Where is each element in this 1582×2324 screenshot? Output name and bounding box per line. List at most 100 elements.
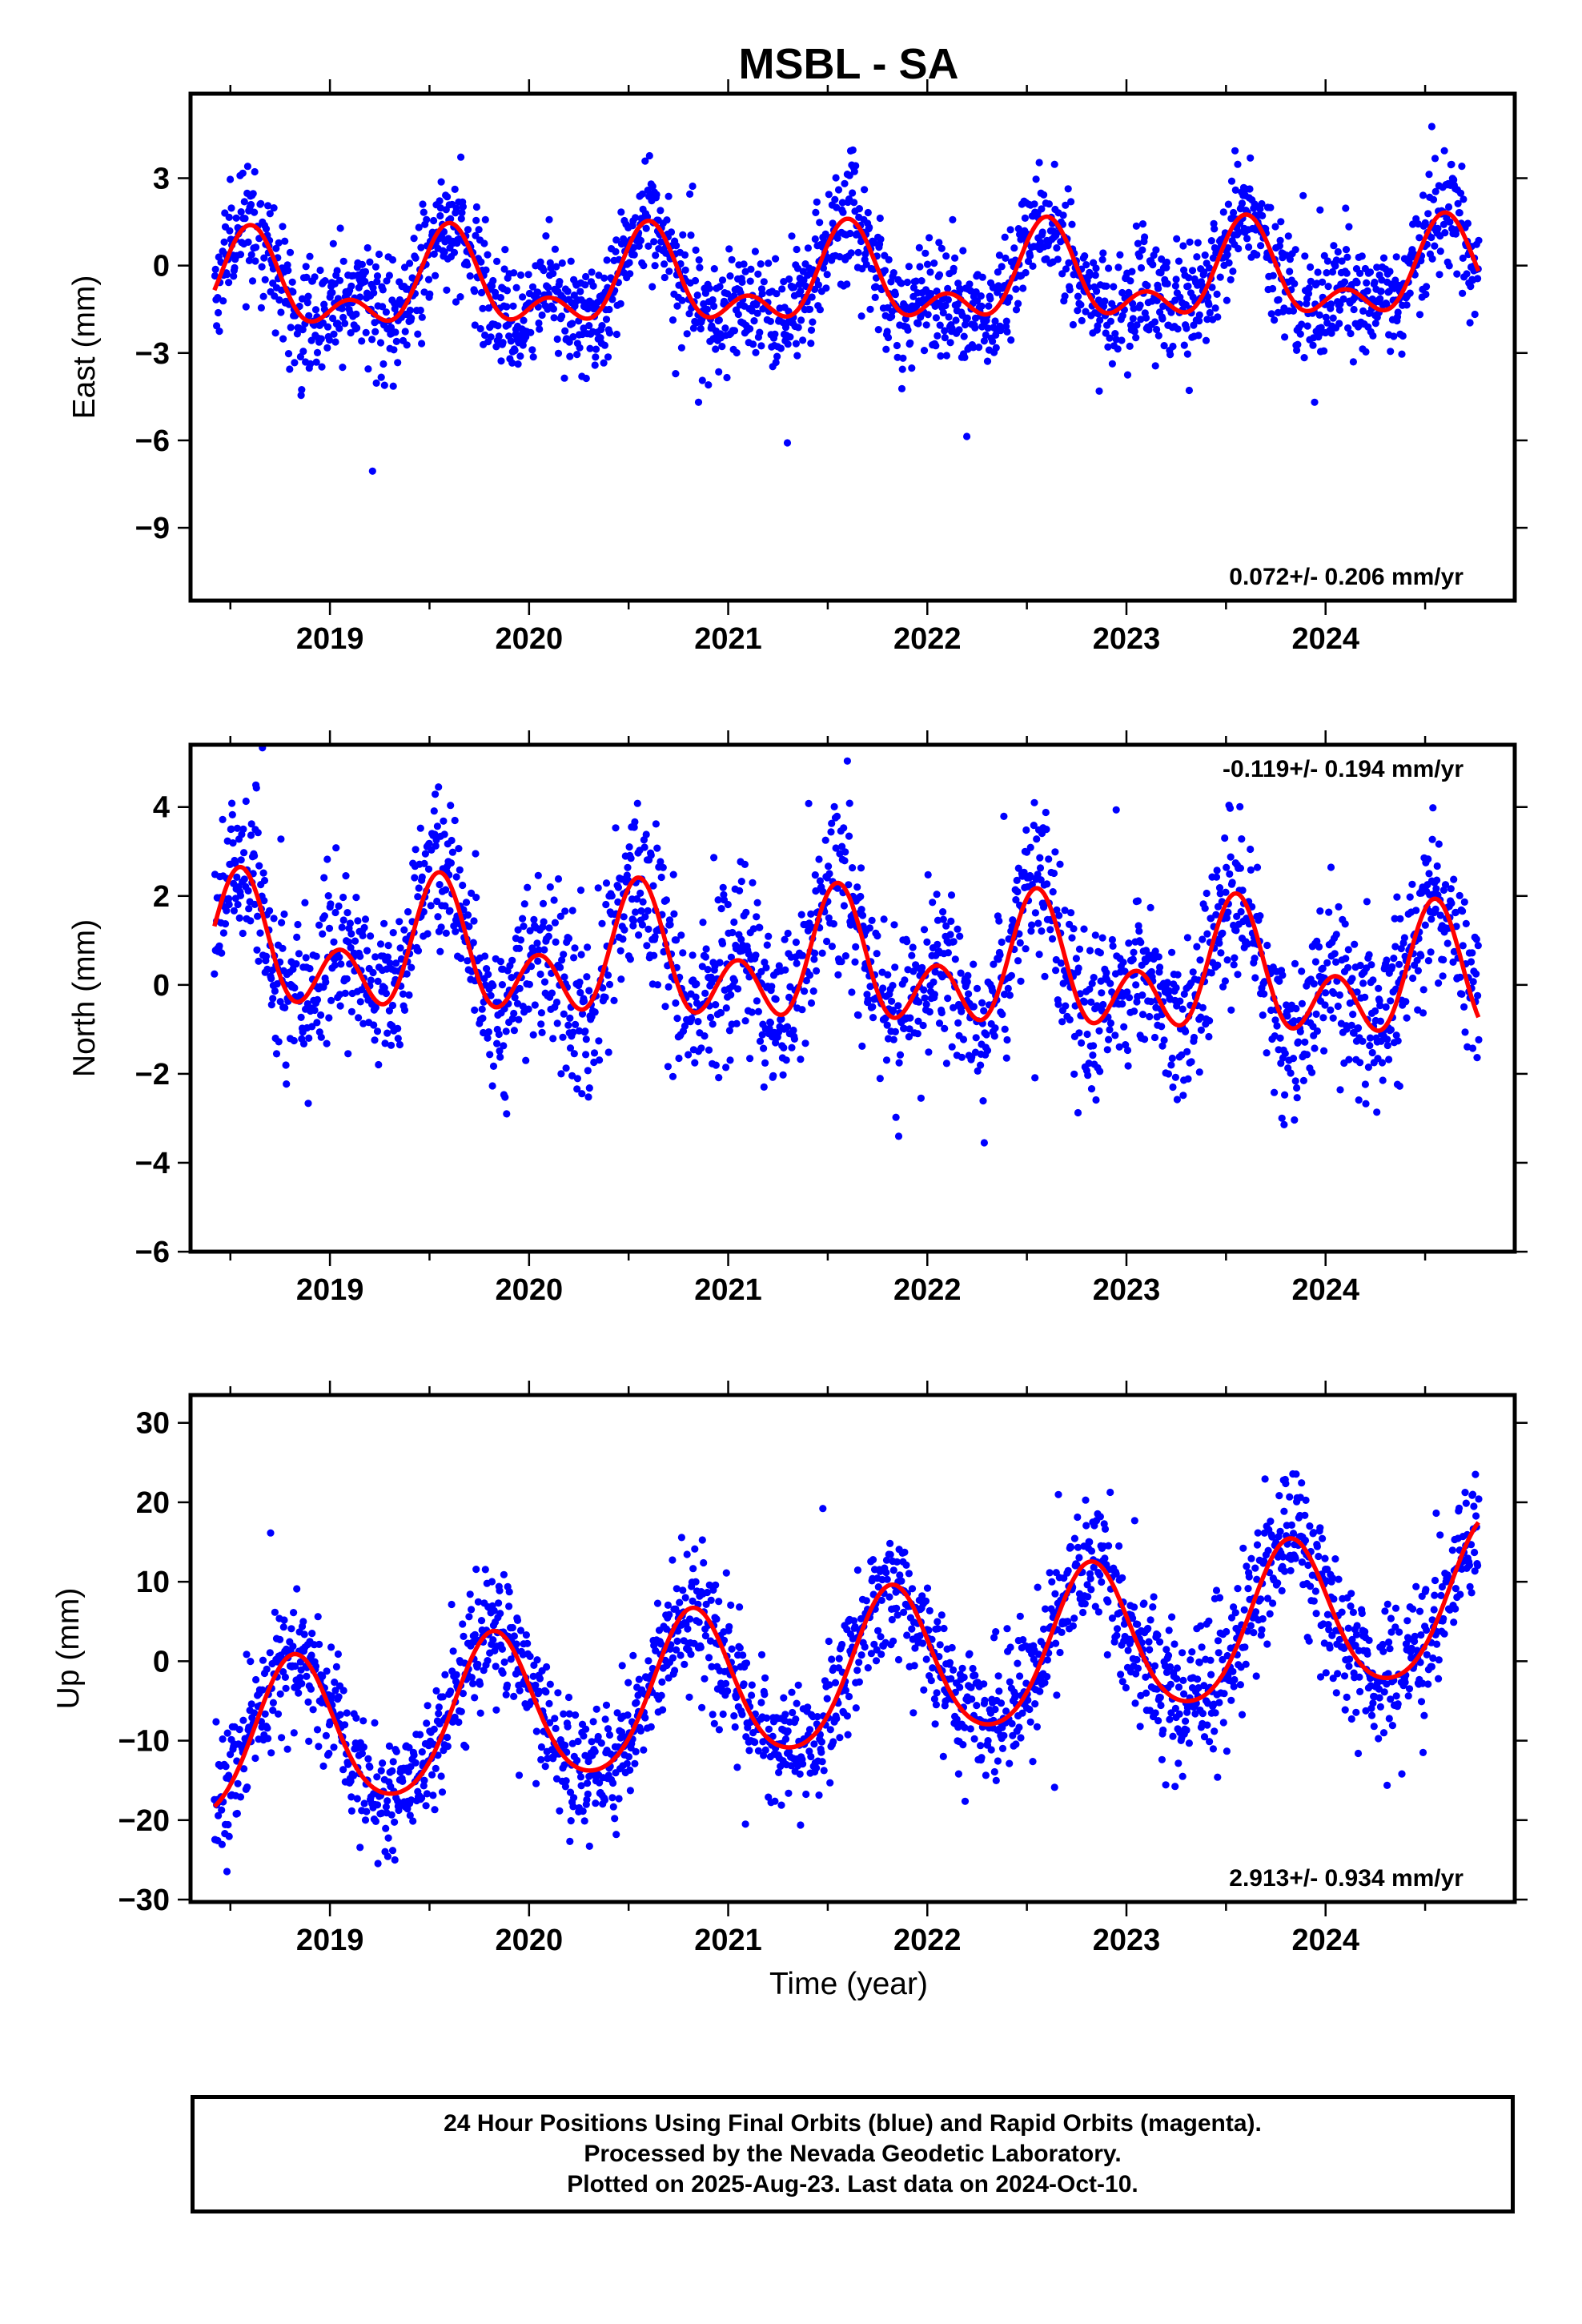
data-point [684,1625,692,1633]
data-point [737,878,745,886]
data-point [760,1083,768,1091]
data-point [459,881,467,890]
data-point [400,926,408,934]
data-point [466,272,474,280]
data-point [371,263,379,271]
data-point [1125,939,1133,947]
data-point [1376,1002,1384,1010]
data-point [1345,1055,1353,1063]
data-point [679,1586,687,1594]
data-point [279,944,287,952]
data-point [1223,914,1231,922]
data-point [623,1759,631,1767]
data-point [807,910,815,918]
data-point [1341,920,1349,928]
data-point [299,1618,307,1626]
data-point [1162,263,1170,271]
data-point [676,1598,684,1606]
data-point [1286,267,1294,275]
data-point [540,946,548,954]
data-point [489,276,497,285]
data-point [452,927,460,935]
data-point [583,973,591,981]
data-point [670,910,678,918]
data-point [451,816,459,825]
data-point [995,251,1003,259]
data-point [311,273,319,281]
data-point [1298,320,1306,328]
data-point [328,288,336,296]
data-point [406,306,414,315]
data-point [452,873,460,881]
data-point [313,1726,322,1734]
data-point [447,859,456,867]
data-point [383,1029,391,1037]
data-point [811,871,819,879]
data-point [819,264,828,272]
data-point [469,1679,477,1687]
data-point [1472,935,1480,943]
data-point [537,1020,545,1028]
data-point [920,986,928,994]
data-point [431,1806,439,1814]
data-point [685,310,693,318]
data-point [689,182,697,191]
data-point [327,900,335,908]
data-point [1440,147,1448,155]
data-point [890,921,898,929]
data-point [626,1766,634,1774]
data-point [1221,977,1229,985]
data-point [522,1056,530,1064]
data-point [414,947,423,955]
data-point [578,1090,586,1098]
data-point [1065,259,1073,267]
data-point [591,1008,599,1016]
data-point [889,1035,897,1043]
data-point [689,324,698,332]
data-point [1158,1042,1166,1050]
data-point [356,998,364,1006]
data-point [718,939,727,947]
data-point [1362,1100,1370,1108]
data-point [257,304,265,312]
data-point [1461,1028,1469,1036]
data-point [527,963,536,971]
data-point [990,1032,998,1040]
data-point [269,1707,277,1715]
data-point [1095,1027,1103,1035]
data-point [932,342,940,350]
data-point [234,900,242,909]
data-point [1219,929,1227,937]
data-point [649,882,657,890]
data-point [1110,283,1118,291]
data-point [374,1860,382,1868]
data-point [452,298,460,306]
data-point [624,1711,632,1719]
data-point [1456,209,1464,217]
data-point [644,1657,652,1665]
data-point [315,1640,323,1648]
data-point [239,169,247,177]
y-tick-label: 0 [153,969,170,1003]
data-point [652,251,660,259]
data-point [978,273,986,281]
data-point [681,1594,689,1602]
data-point [577,1782,585,1790]
x-tick-label: 2020 [496,1273,564,1307]
data-point [394,1024,402,1032]
data-point [997,327,1005,335]
data-point [554,875,563,883]
data-point [811,235,819,243]
data-point [948,324,956,332]
data-point [331,338,339,346]
data-point [602,900,610,909]
data-point [219,815,227,823]
data-point [1281,1091,1289,1099]
data-point [778,285,786,293]
data-point [1369,976,1377,984]
data-point [1258,199,1266,208]
data-point [489,982,497,990]
data-point [1383,300,1391,308]
data-point [991,1024,999,1032]
data-point [298,1679,306,1687]
